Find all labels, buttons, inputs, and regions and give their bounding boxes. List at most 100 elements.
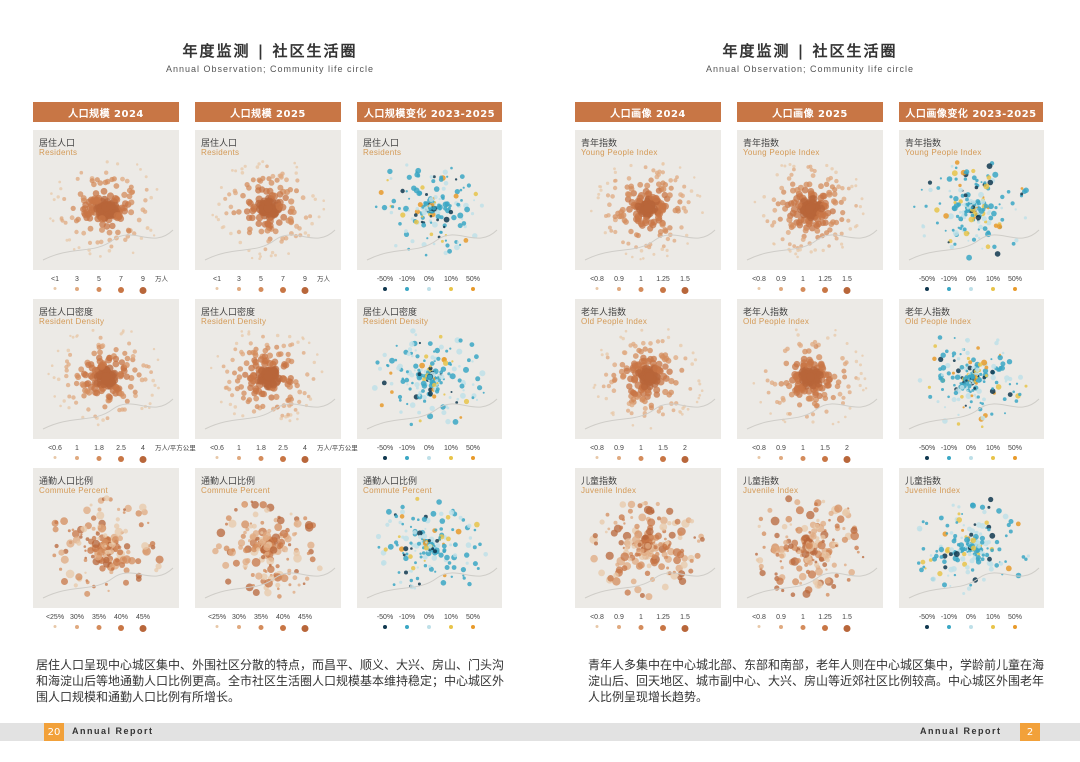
- map-dot: [293, 408, 298, 412]
- legend-label: <0.8: [752, 445, 766, 452]
- map-dot: [953, 551, 960, 557]
- map-dot: [648, 341, 653, 346]
- map-dot: [91, 385, 99, 393]
- map-dot: [115, 212, 123, 220]
- map-dot: [103, 495, 110, 502]
- map-dot: [796, 248, 800, 253]
- map-dot: [1004, 560, 1007, 563]
- map-dot: [913, 205, 916, 208]
- map-dot: [479, 370, 486, 377]
- map-dot: [105, 356, 112, 364]
- legend-dot: [237, 287, 241, 291]
- legend-label: 0.9: [614, 445, 624, 452]
- map-dot: [974, 185, 979, 190]
- map-dot: [973, 393, 977, 397]
- map-dot: [475, 376, 481, 382]
- value-legend: <1 3 5 7 9 万人: [37, 276, 183, 300]
- map-dot: [75, 374, 82, 381]
- map-dot: [994, 251, 1001, 257]
- map-dot: [675, 175, 679, 180]
- legend-label: 7: [119, 276, 123, 283]
- map-dot: [987, 505, 991, 509]
- map-dot: [799, 376, 808, 385]
- map-dot: [458, 515, 463, 520]
- map-dot: [930, 576, 936, 582]
- map-dot: [645, 372, 654, 381]
- map-dot: [969, 583, 973, 587]
- map-dot: [432, 206, 436, 211]
- map-dot: [783, 420, 787, 424]
- map-dot: [928, 558, 933, 562]
- map-dot: [250, 205, 258, 213]
- map-dot: [604, 396, 608, 401]
- map-dot: [105, 416, 110, 421]
- map-dot: [621, 240, 625, 245]
- map-dot: [317, 215, 321, 219]
- map-dot: [660, 339, 665, 344]
- map-dot: [157, 386, 160, 390]
- map-dot: [417, 393, 421, 397]
- map-dot: [460, 392, 466, 399]
- map-dot: [983, 181, 987, 185]
- map-dot: [212, 547, 219, 555]
- map-dot: [612, 362, 618, 368]
- map-dot: [994, 539, 1000, 545]
- map-dot: [668, 531, 676, 539]
- map-dot: [280, 375, 288, 383]
- map-dot: [953, 537, 957, 541]
- legend-label: -10%: [398, 445, 416, 452]
- map-dot: [860, 197, 864, 201]
- map-dot: [446, 175, 449, 178]
- map-dot: [450, 575, 453, 578]
- map-dot: [150, 393, 154, 397]
- legend-dot: [843, 287, 851, 294]
- legend-label: 1: [639, 614, 643, 621]
- map-dot: [280, 363, 288, 370]
- map-dot: [811, 558, 815, 562]
- map-dot: [700, 537, 705, 542]
- river-line: [584, 567, 716, 599]
- map-dot: [619, 525, 624, 530]
- map-dot: [840, 186, 845, 191]
- map-dot: [75, 335, 78, 338]
- map-dot: [951, 503, 955, 507]
- map-dot: [605, 551, 614, 560]
- map-dot: [1006, 359, 1013, 365]
- map-dot: [75, 176, 80, 181]
- map-dot: [679, 225, 684, 230]
- map-dot: [60, 517, 68, 525]
- map-dot: [674, 518, 681, 525]
- map-dot: [975, 199, 981, 204]
- map-dot: [1004, 375, 1010, 381]
- river-line: [204, 229, 336, 261]
- map-dot: [1018, 392, 1022, 397]
- map-dot: [65, 382, 71, 388]
- map-dot: [986, 540, 991, 545]
- map-dot: [631, 255, 634, 259]
- map-dot: [125, 227, 132, 233]
- map-title: 居住人口密度: [39, 308, 94, 318]
- map-dot: [953, 534, 958, 538]
- page-title: 年度监测 | 社区生活圈: [182, 42, 358, 60]
- map-dot: [650, 509, 655, 514]
- map-dot: [854, 545, 859, 551]
- map-dot: [395, 543, 399, 547]
- map-dot: [977, 206, 980, 209]
- legend-dot: [925, 287, 929, 291]
- map-dot: [665, 540, 670, 545]
- map-dot: [970, 537, 976, 544]
- map-dot: [470, 212, 475, 216]
- map-dot: [284, 177, 289, 183]
- map-dot: [258, 252, 262, 256]
- map-title: 通勤人口比例: [363, 477, 418, 487]
- map-dot: [1011, 241, 1016, 246]
- map-dot: [856, 377, 860, 381]
- map-dot: [109, 244, 114, 249]
- map-dot: [963, 177, 968, 181]
- map-dot: [653, 391, 660, 398]
- map-dot: [826, 336, 830, 340]
- map-dot: [651, 168, 656, 173]
- map-dot: [997, 354, 1003, 361]
- map-dot: [590, 209, 593, 213]
- map-dot: [286, 557, 290, 561]
